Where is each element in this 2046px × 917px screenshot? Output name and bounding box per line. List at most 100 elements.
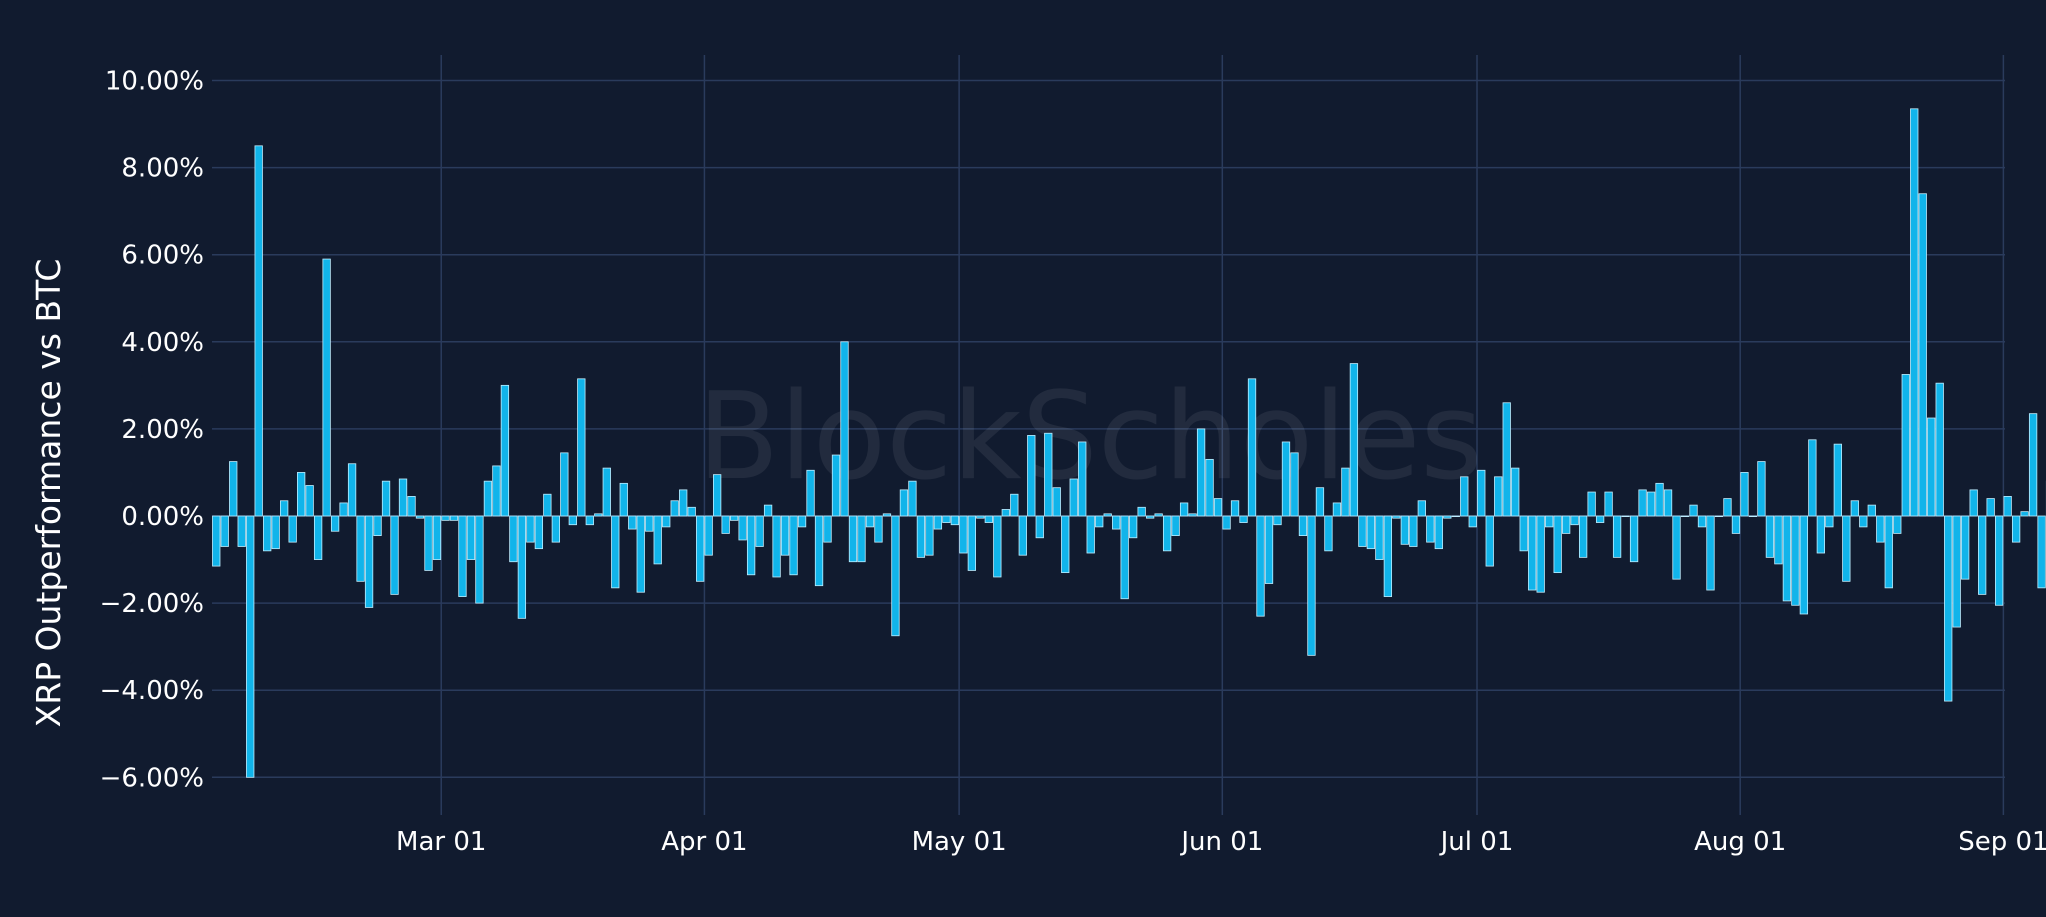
bar xyxy=(1995,515,2004,606)
bar xyxy=(1298,515,1308,536)
bar xyxy=(1129,515,1138,539)
bar xyxy=(1120,515,1129,600)
bar xyxy=(1910,108,1919,517)
bar xyxy=(1833,443,1842,517)
bar xyxy=(466,515,476,560)
bar xyxy=(696,515,705,582)
bar xyxy=(1162,515,1172,552)
bar xyxy=(220,515,229,547)
x-axis-ticks: Mar 01 Apr 01 May 01 Jun 01 Jul 01 Aug 01 Sep … xyxy=(396,827,2046,857)
bar xyxy=(1629,515,1639,563)
bar xyxy=(347,463,357,517)
bar xyxy=(662,515,671,528)
bar xyxy=(967,515,976,571)
bar xyxy=(1935,382,1944,517)
bar xyxy=(288,515,297,543)
y-axis-ticks: 10.00% 8.00% 6.00% 4.00% 2.00% 0.00% −2.00% −4.… xyxy=(100,67,204,794)
bar xyxy=(1799,515,1809,615)
bar xyxy=(729,515,739,521)
bar xyxy=(1332,502,1342,517)
bar xyxy=(933,515,943,530)
bar xyxy=(1578,515,1588,558)
bar xyxy=(1927,417,1936,517)
bar xyxy=(831,454,841,517)
x-tick-label: Sep 01 xyxy=(1958,827,2046,857)
bar xyxy=(1884,515,1893,589)
bar xyxy=(636,515,645,593)
bar xyxy=(1443,515,1452,519)
bar xyxy=(865,515,875,528)
bar xyxy=(1417,500,1426,517)
bar xyxy=(212,515,221,567)
bar xyxy=(441,515,450,521)
bar xyxy=(1095,515,1104,528)
bar xyxy=(789,515,798,576)
bar xyxy=(1069,478,1078,517)
bar xyxy=(1460,476,1469,517)
bar xyxy=(950,515,960,526)
bar xyxy=(857,515,866,563)
bar xyxy=(1553,515,1562,574)
bar xyxy=(976,515,985,519)
bar xyxy=(1612,515,1622,558)
bar xyxy=(611,515,620,589)
bar xyxy=(1052,487,1061,517)
bar xyxy=(1010,493,1019,517)
bar xyxy=(1078,441,1087,517)
y-tick-label: 8.00% xyxy=(121,154,204,184)
bar xyxy=(959,515,968,554)
bar xyxy=(246,515,255,778)
bar xyxy=(1876,515,1885,543)
bar xyxy=(908,480,917,517)
bar xyxy=(1375,515,1384,560)
bar xyxy=(704,515,713,556)
bar xyxy=(1400,515,1409,545)
y-tick-label: 0.00% xyxy=(121,502,204,532)
bar xyxy=(814,515,824,587)
bar xyxy=(1893,515,1902,534)
y-tick-label: −4.00% xyxy=(100,676,204,706)
bar xyxy=(1392,515,1401,519)
bar xyxy=(1638,489,1647,517)
bar xyxy=(364,515,374,608)
bar xyxy=(1816,515,1825,554)
bar xyxy=(1205,458,1214,517)
bar xyxy=(1621,515,1630,518)
bar xyxy=(925,515,934,556)
bar xyxy=(602,467,611,517)
bar xyxy=(1146,515,1155,519)
bar xyxy=(305,485,314,517)
bar xyxy=(449,515,459,521)
bar xyxy=(492,465,501,517)
bar xyxy=(823,515,832,543)
bar xyxy=(653,515,662,565)
bar xyxy=(1027,435,1036,517)
bar xyxy=(407,496,416,517)
bar xyxy=(296,472,306,517)
bar xyxy=(1952,515,1961,628)
bar xyxy=(568,515,577,526)
bar xyxy=(1494,476,1503,517)
bar xyxy=(1944,515,1953,702)
bar xyxy=(1545,515,1554,528)
bar xyxy=(1171,515,1180,536)
bar xyxy=(772,515,781,578)
bar xyxy=(475,515,484,604)
bar xyxy=(1044,432,1053,517)
bar xyxy=(458,515,467,597)
bar xyxy=(687,506,696,517)
bar xyxy=(1273,515,1282,526)
bar xyxy=(755,515,764,547)
bar xyxy=(1349,363,1359,517)
bar xyxy=(1961,515,1970,580)
bar xyxy=(1307,515,1316,656)
bar xyxy=(942,515,951,523)
bar xyxy=(738,515,747,541)
bar xyxy=(2003,496,2012,517)
bar xyxy=(585,515,594,526)
bar xyxy=(2037,515,2046,589)
bar xyxy=(432,515,442,560)
bar xyxy=(1731,515,1741,534)
bar xyxy=(1222,515,1231,530)
